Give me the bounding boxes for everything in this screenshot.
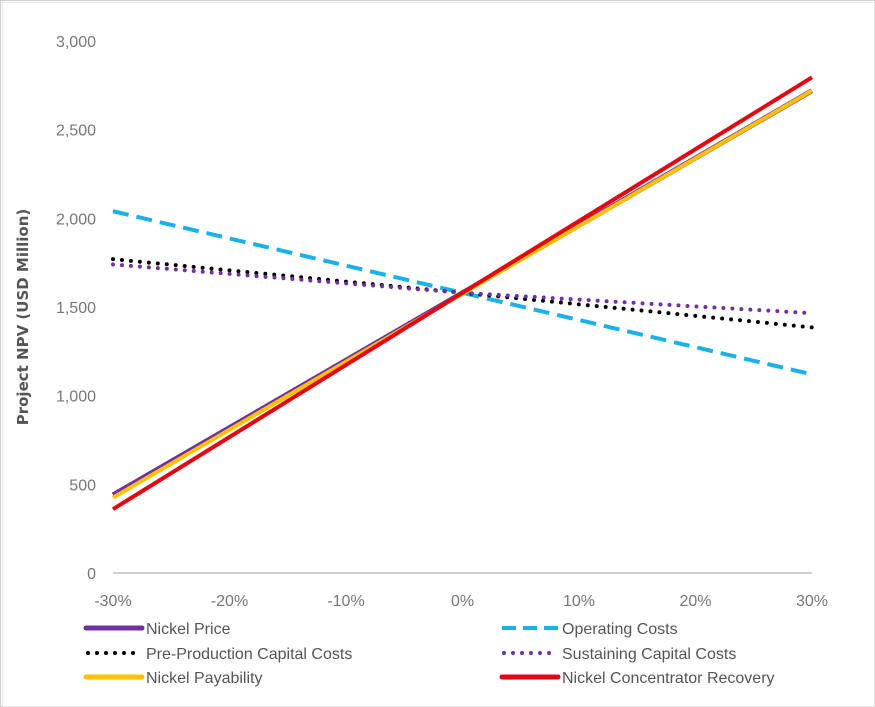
x-tick-label: 30%	[796, 593, 828, 610]
legend: Nickel Price Operating Costs Pre-Productio…	[83, 621, 775, 687]
y-axis-ticks: 0 500 1,000 1,500 2,000 2,500 3,000	[56, 34, 96, 583]
legend-label: Nickel Concentrator Recovery	[562, 670, 775, 687]
legend-item: Nickel Concentrator Recovery	[499, 670, 775, 687]
y-axis-label: Project NPV (USD Million)	[14, 209, 32, 426]
y-tick-label: 1,500	[56, 300, 96, 317]
x-axis-ticks: -30% -20% -10% 0% 10% 20% 30%	[94, 593, 828, 610]
x-tick-label: -10%	[327, 593, 364, 610]
legend-item: Pre-Production Capital Costs	[86, 646, 352, 663]
legend-item: Sustaining Capital Costs	[502, 646, 736, 663]
y-tick-label: 2,500	[56, 123, 96, 140]
y-tick-label: 0	[87, 566, 96, 583]
x-tick-label: 20%	[679, 593, 711, 610]
legend-item: Nickel Price	[83, 621, 231, 638]
legend-label: Nickel Payability	[146, 670, 262, 687]
x-tick-label: -20%	[211, 593, 248, 610]
series-line-sustaining-capital-costs	[111, 262, 814, 316]
legend-label: Nickel Price	[146, 621, 231, 638]
legend-label: Operating Costs	[562, 621, 678, 638]
y-tick-label: 3,000	[56, 34, 96, 51]
series-lines	[111, 75, 814, 511]
y-tick-label: 2,000	[56, 211, 96, 228]
legend-item: Operating Costs	[502, 621, 678, 638]
x-tick-label: 10%	[563, 593, 595, 610]
x-tick-label: -30%	[94, 593, 131, 610]
y-tick-label: 500	[69, 477, 96, 494]
y-tick-label: 1,000	[56, 389, 96, 406]
legend-item: Nickel Payability	[83, 670, 262, 687]
x-tick-label: 0%	[451, 593, 474, 610]
legend-label: Sustaining Capital Costs	[562, 646, 736, 663]
legend-label: Pre-Production Capital Costs	[146, 646, 352, 663]
series-line-nickel-concentrator-recovery	[111, 75, 814, 511]
